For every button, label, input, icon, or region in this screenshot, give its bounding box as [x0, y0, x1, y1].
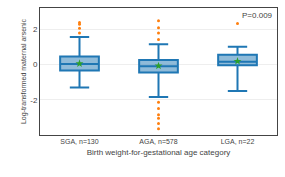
svg-text:Birth weight-for-gestational a: Birth weight-for-gestational age categor… — [87, 148, 231, 157]
svg-text:-2: -2 — [30, 96, 38, 105]
svg-text:AGA, n=578: AGA, n=578 — [139, 138, 177, 145]
svg-text:Log-transformed maternal arsen: Log-transformed maternal arsenic — [20, 18, 28, 124]
svg-text:LGA, n=22: LGA, n=22 — [221, 138, 255, 145]
svg-text:2: 2 — [33, 25, 38, 34]
svg-text:0: 0 — [33, 60, 38, 69]
svg-text:P=0.009: P=0.009 — [242, 11, 273, 20]
svg-text:SGA, n=130: SGA, n=130 — [60, 138, 98, 145]
